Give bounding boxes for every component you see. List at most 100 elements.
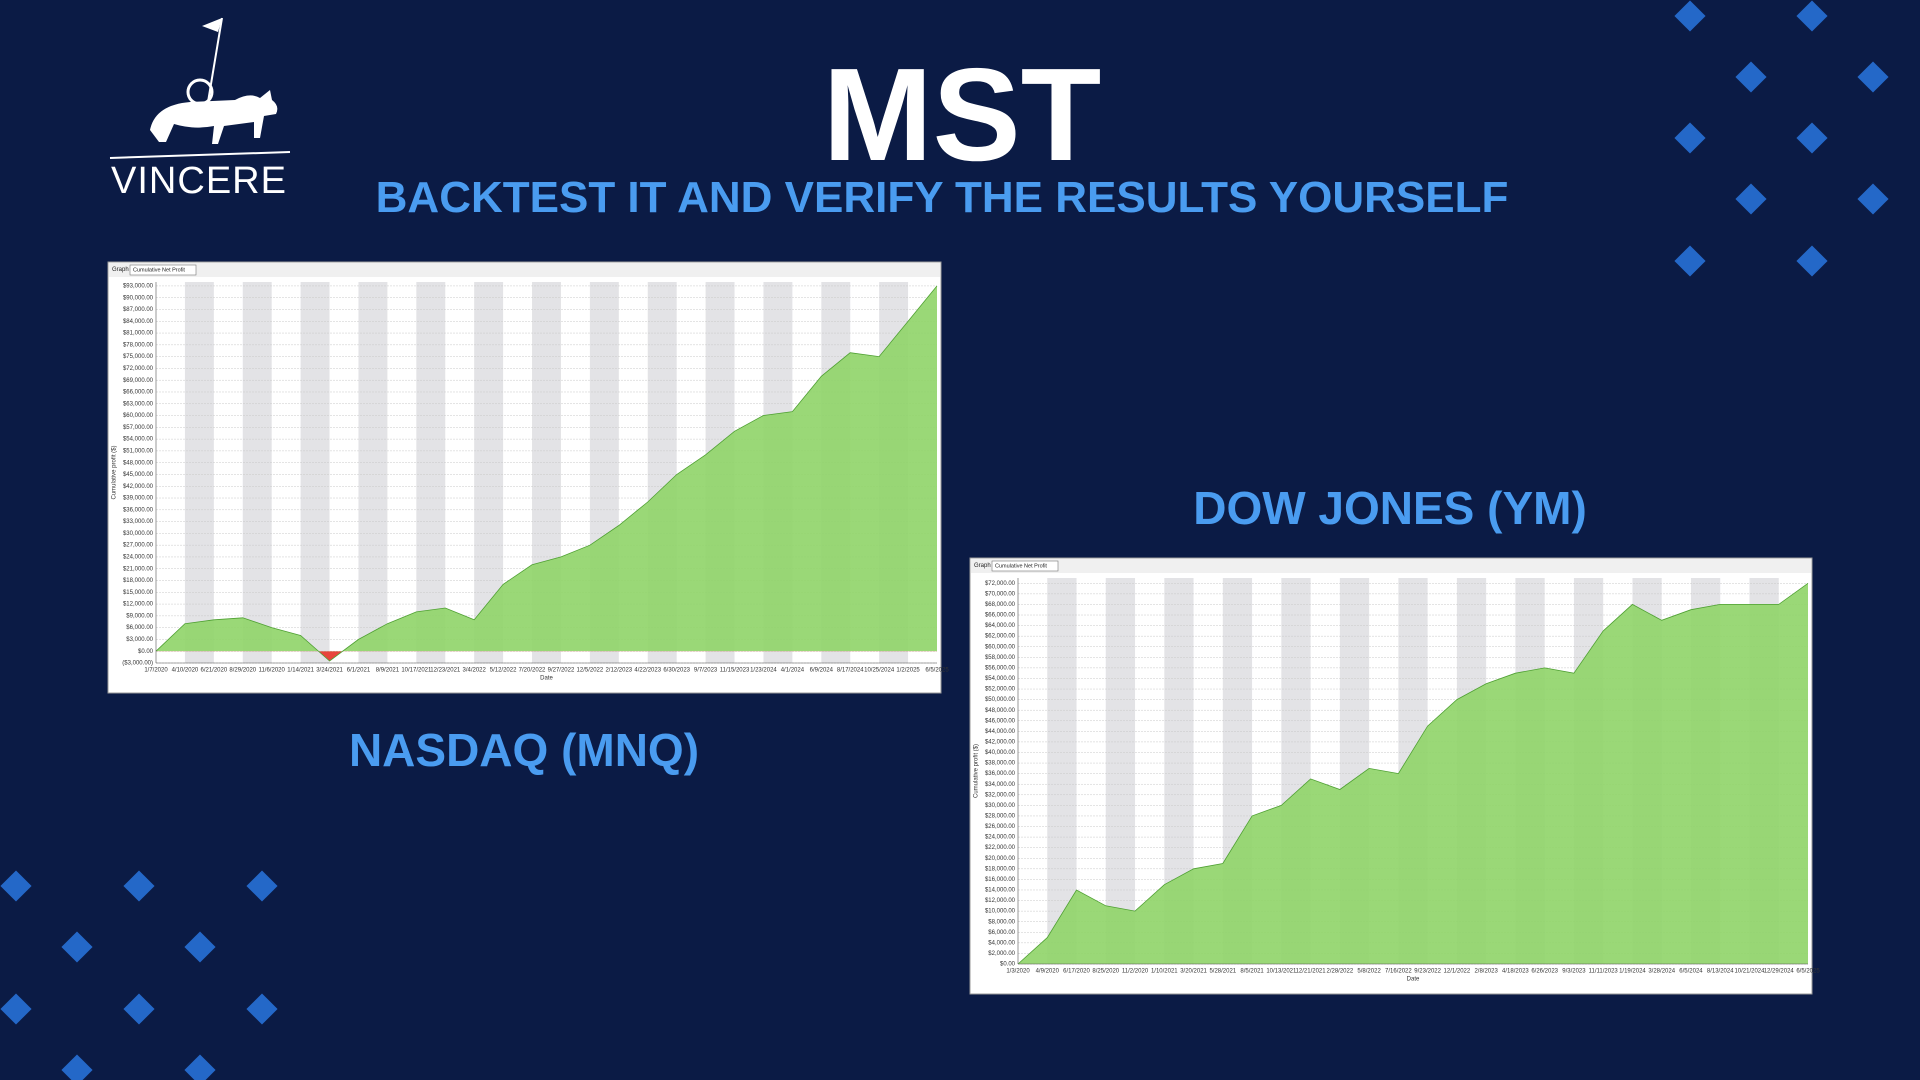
toolbar (109, 263, 940, 277)
y-tick-label: $81,000.00 (123, 331, 154, 337)
x-tick-label: 6/5/2025 (1796, 969, 1820, 975)
x-tick-label: 6/5/2024 (1679, 969, 1703, 975)
y-tick-label: $20,000.00 (985, 856, 1016, 862)
y-axis-label: Cumulative profit ($) (112, 445, 118, 499)
y-tick-label: $6,000.00 (126, 625, 153, 631)
x-tick-label: 1/2/2025 (896, 668, 920, 674)
logo-text: VINCERE (111, 160, 287, 202)
y-tick-label: $28,000.00 (985, 814, 1016, 820)
x-tick-label: 8/17/2024 (837, 668, 864, 674)
chart-title: DOW JONES (YM) (1193, 482, 1587, 534)
dropdown-text: Cumulative Net Profit (133, 268, 185, 274)
x-tick-label: 8/5/2021 (1240, 969, 1264, 975)
stripe (358, 282, 388, 663)
y-tick-label: $87,000.00 (123, 307, 154, 313)
y-tick-label: $45,000.00 (123, 472, 154, 478)
y-tick-label: $38,000.00 (985, 761, 1016, 767)
y-tick-label: $32,000.00 (985, 792, 1016, 798)
y-tick-label: $90,000.00 (123, 295, 154, 301)
dropdown-text: Cumulative Net Profit (995, 564, 1047, 570)
y-tick-label: $18,000.00 (985, 866, 1016, 872)
y-tick-label: $64,000.00 (985, 623, 1016, 629)
x-tick-label: 11/11/2023 (1589, 969, 1619, 975)
y-tick-label: $6,000.00 (988, 930, 1015, 936)
y-tick-label: $52,000.00 (985, 687, 1016, 693)
x-tick-label: 12/21/2021 (1296, 969, 1327, 975)
x-tick-label: 5/8/2022 (1357, 969, 1381, 975)
y-tick-label: $30,000.00 (985, 803, 1016, 809)
y-tick-label: $24,000.00 (985, 835, 1016, 841)
graph-label: Graph (974, 563, 991, 569)
x-tick-label: 5/12/2022 (490, 668, 517, 674)
x-tick-label: 3/20/2021 (1180, 969, 1207, 975)
y-tick-label: $42,000.00 (123, 484, 154, 490)
y-tick-label: $51,000.00 (123, 448, 154, 454)
y-tick-label: $50,000.00 (985, 697, 1016, 703)
y-tick-label: $72,000.00 (985, 581, 1016, 587)
y-tick-label: $66,000.00 (123, 390, 154, 396)
x-tick-label: 11/15/2023 (720, 668, 750, 674)
x-tick-label: 2/8/2023 (1474, 969, 1498, 975)
y-tick-label: $0.00 (138, 649, 154, 655)
x-tick-label: 6/5/2025 (925, 668, 949, 674)
x-tick-label: 3/28/2024 (1648, 969, 1675, 975)
x-tick-label: 6/9/2024 (810, 668, 834, 674)
y-tick-label: $60,000.00 (123, 413, 154, 419)
y-tick-label: $16,000.00 (985, 877, 1016, 883)
x-tick-label: 10/13/2021 (1266, 969, 1297, 975)
x-tick-label: 4/22/2023 (634, 668, 661, 674)
profit-area (156, 285, 937, 652)
x-tick-label: 9/27/2022 (548, 668, 575, 674)
y-tick-label: $10,000.00 (985, 909, 1016, 915)
y-tick-label: $27,000.00 (123, 543, 154, 549)
y-tick-label: $21,000.00 (123, 566, 154, 572)
chart-panel: Graph Cumulative Net Profit ($3,000.00) $0.… (107, 261, 949, 694)
x-tick-label: 12/1/2022 (1444, 969, 1471, 975)
x-tick-label: 1/10/2021 (1151, 969, 1178, 975)
x-tick-label: 10/21/2024 (1734, 969, 1765, 975)
y-tick-label: $58,000.00 (985, 655, 1016, 661)
profit-line (155, 285, 938, 662)
y-tick-label: ($3,000.00) (122, 661, 153, 667)
subtitle: BACKTEST IT AND VERIFY THE RESULTS YOURS… (376, 173, 1509, 222)
dropdown (129, 264, 197, 276)
profit-line (1017, 582, 1809, 965)
y-tick-label: $48,000.00 (123, 460, 154, 466)
y-tick-label: $48,000.00 (985, 708, 1016, 714)
y-tick-label: $78,000.00 (123, 342, 154, 348)
x-tick-label: 11/2/2020 (1122, 969, 1149, 975)
drawdown-area (318, 651, 343, 661)
y-tick-label: $18,000.00 (123, 578, 154, 584)
x-tick-label: 12/23/2021 (430, 668, 461, 674)
y-tick-label: $12,000.00 (985, 898, 1016, 904)
y-tick-label: $69,000.00 (123, 378, 154, 384)
y-tick-label: $40,000.00 (985, 750, 1016, 756)
y-tick-label: $34,000.00 (985, 782, 1016, 788)
y-tick-label: $8,000.00 (988, 919, 1015, 925)
x-tick-label: 8/9/2021 (376, 668, 400, 674)
x-tick-label: 6/26/2023 (1531, 969, 1558, 975)
x-tick-label: 1/19/2024 (1619, 969, 1646, 975)
y-tick-label: $12,000.00 (123, 602, 154, 608)
x-tick-label: 10/17/2021 (401, 668, 432, 674)
y-tick-label: $44,000.00 (985, 729, 1016, 735)
y-tick-label: $72,000.00 (123, 366, 154, 372)
y-tick-label: $30,000.00 (123, 531, 154, 537)
dropdown (991, 560, 1059, 572)
x-tick-label: 4/18/2023 (1502, 969, 1529, 975)
x-tick-label: 3/24/2021 (316, 668, 343, 674)
x-tick-label: 10/25/2024 (864, 668, 895, 674)
y-tick-label: $54,000.00 (985, 676, 1016, 682)
y-tick-label: $46,000.00 (985, 718, 1016, 724)
x-tick-label: 6/17/2020 (1063, 969, 1090, 975)
x-tick-label: 1/14/2021 (287, 668, 314, 674)
y-tick-label: $2,000.00 (988, 951, 1015, 957)
x-tick-label: 9/3/2023 (1562, 969, 1586, 975)
logo: VINCERE (109, 17, 291, 202)
x-tick-label: 11/6/2020 (259, 668, 286, 674)
y-tick-label: $4,000.00 (988, 940, 1015, 946)
chart-panel: Graph Cumulative Net Profit $0.00 $2,000.00… (969, 557, 1820, 995)
stripe (184, 282, 214, 663)
x-tick-label: 1/3/2020 (1006, 969, 1030, 975)
